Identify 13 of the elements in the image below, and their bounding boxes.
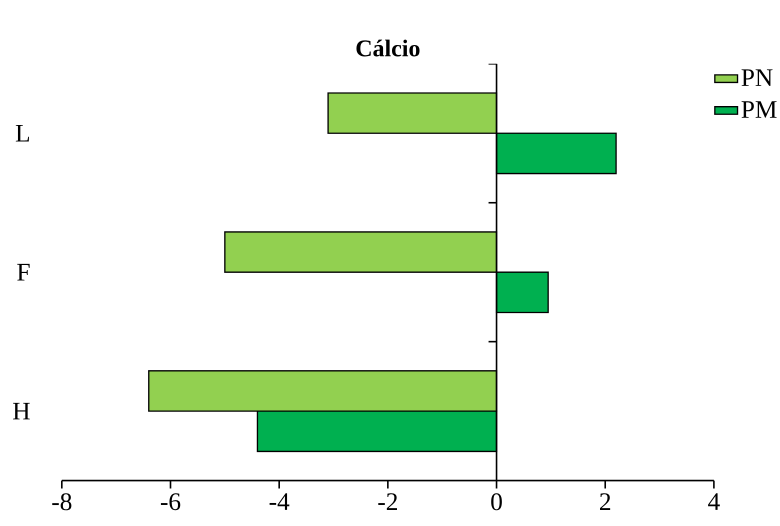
- x-tick-label: -6: [160, 493, 180, 510]
- y-tick-label: H: [13, 402, 30, 420]
- x-tick-label: 0: [491, 493, 502, 510]
- chart-title: Cálcio: [356, 39, 420, 56]
- x-tick-label: -4: [270, 493, 290, 510]
- x-tick-label: -8: [52, 493, 72, 510]
- x-tick-label: -2: [378, 493, 397, 510]
- legend-label: PN: [742, 69, 773, 86]
- x-tick-label: 4: [708, 493, 720, 510]
- legend-label: PM: [742, 101, 777, 118]
- x-tick-label: 2: [600, 493, 610, 510]
- y-tick-label: L: [16, 124, 30, 142]
- y-tick-label: F: [17, 264, 30, 280]
